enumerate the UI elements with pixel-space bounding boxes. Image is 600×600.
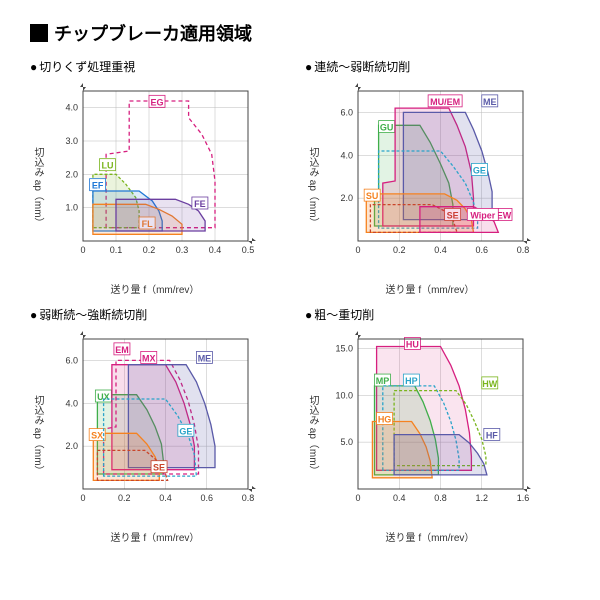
svg-text:0.4: 0.4 <box>434 245 447 255</box>
svg-text:4.0: 4.0 <box>340 150 353 160</box>
chart-svg: 00.10.20.30.40.51.02.03.04.0EGLUEFFLFE <box>45 79 265 279</box>
svg-text:EG: EG <box>150 97 163 107</box>
svg-text:HP: HP <box>405 376 418 386</box>
svg-text:0.1: 0.1 <box>110 245 123 255</box>
svg-text:3.0: 3.0 <box>65 136 78 146</box>
svg-text:5.0: 5.0 <box>340 437 353 447</box>
chart-grid: 切りくず処理重視切込み ap（mm）00.10.20.30.40.51.02.0… <box>30 58 570 544</box>
page-title: チップブレーカ適用領域 <box>30 20 570 46</box>
svg-text:0.8: 0.8 <box>517 245 530 255</box>
title-text: チップブレーカ適用領域 <box>54 20 252 46</box>
svg-text:0.2: 0.2 <box>118 493 131 503</box>
svg-text:2.0: 2.0 <box>65 441 78 451</box>
svg-text:MU/EM: MU/EM <box>430 97 460 107</box>
svg-text:SX: SX <box>91 431 103 441</box>
svg-text:4.0: 4.0 <box>65 398 78 408</box>
svg-text:6.0: 6.0 <box>65 355 78 365</box>
panel-title: 切りくず処理重視 <box>30 58 295 75</box>
chart-panel: 粗～重切削切込み ap（mm） 0 0.4 0.8 1.2 1.6 5.0 10.0 15.0 H… <box>305 306 570 544</box>
svg-text:HW: HW <box>482 379 497 389</box>
svg-text:0: 0 <box>355 245 360 255</box>
title-square <box>30 24 48 42</box>
svg-text:2.0: 2.0 <box>65 169 78 179</box>
chart-svg: 0 0.4 0.8 1.2 1.6 5.0 10.0 15.0 HU MP HP HW HG HF <box>320 327 540 527</box>
svg-text:0: 0 <box>80 245 85 255</box>
svg-text:1.6: 1.6 <box>517 493 530 503</box>
svg-text:ME: ME <box>483 97 497 107</box>
svg-text:1.2: 1.2 <box>475 493 488 503</box>
svg-text:0.8: 0.8 <box>242 493 255 503</box>
svg-text:MX: MX <box>142 353 156 363</box>
svg-text:0.4: 0.4 <box>159 493 172 503</box>
svg-text:0.4: 0.4 <box>393 493 406 503</box>
svg-text:Wiper: Wiper <box>470 210 495 220</box>
svg-text:0.5: 0.5 <box>242 245 255 255</box>
panel-title: 粗～重切削 <box>305 306 570 323</box>
svg-text:SE: SE <box>153 463 165 473</box>
svg-text:GU: GU <box>380 123 394 133</box>
svg-text:0.6: 0.6 <box>200 493 213 503</box>
svg-text:HF: HF <box>486 430 498 440</box>
svg-text:0.8: 0.8 <box>434 493 447 503</box>
y-axis-label: 切込み ap（mm） <box>305 327 320 544</box>
svg-text:GE: GE <box>179 426 192 436</box>
panel-title: 弱断続～強断続切削 <box>30 306 295 323</box>
chart-svg: 00.20.40.60.82.04.06.0GUMU/EMMEGESUSESEW… <box>320 79 540 279</box>
x-axis-label: 送り量 f（mm/rev） <box>320 529 540 544</box>
svg-text:EM: EM <box>115 345 129 355</box>
chart-svg: 00.20.40.60.82.04.06.0UXEMMXMESXGESE <box>45 327 265 527</box>
svg-text:2.0: 2.0 <box>340 193 353 203</box>
svg-text:SU: SU <box>366 191 379 201</box>
svg-text:0.3: 0.3 <box>176 245 189 255</box>
region-hf <box>394 435 487 475</box>
x-axis-label: 送り量 f（mm/rev） <box>45 281 265 296</box>
svg-text:HG: HG <box>378 415 392 425</box>
svg-text:0.2: 0.2 <box>143 245 156 255</box>
svg-text:15.0: 15.0 <box>335 343 353 353</box>
panel-title: 連続～弱断続切削 <box>305 58 570 75</box>
svg-text:1.0: 1.0 <box>65 203 78 213</box>
svg-text:MP: MP <box>376 376 390 386</box>
y-axis-label: 切込み ap（mm） <box>30 327 45 544</box>
x-axis-label: 送り量 f（mm/rev） <box>320 281 540 296</box>
svg-text:6.0: 6.0 <box>340 107 353 117</box>
svg-text:EF: EF <box>92 181 104 191</box>
x-axis-label: 送り量 f（mm/rev） <box>45 529 265 544</box>
chart-panel: 弱断続～強断続切削切込み ap（mm） 0 0.2 0.4 0.6 0.8 2.0 4.0 6.… <box>30 306 295 544</box>
svg-text:0.4: 0.4 <box>209 245 222 255</box>
svg-text:10.0: 10.0 <box>335 390 353 400</box>
svg-text:0.6: 0.6 <box>475 245 488 255</box>
chart-panel: 切りくず処理重視切込み ap（mm） 0 0.1 0.2 0.3 0.4 0.5 1.0 2.0… <box>30 58 295 296</box>
svg-text:0.2: 0.2 <box>393 245 406 255</box>
y-axis-label: 切込み ap（mm） <box>30 79 45 296</box>
svg-text:0: 0 <box>80 493 85 503</box>
svg-text:4.0: 4.0 <box>65 103 78 113</box>
svg-text:HU: HU <box>406 340 419 350</box>
svg-text:FE: FE <box>194 199 206 209</box>
chart-panel: 連続～弱断続切削切込み ap（mm） 0 0.2 0.4 0.6 0.8 2.0 4.0 6.0… <box>305 58 570 296</box>
svg-text:LU: LU <box>102 161 114 171</box>
svg-text:0: 0 <box>355 493 360 503</box>
svg-text:ME: ME <box>198 353 212 363</box>
y-axis-label: 切込み ap（mm） <box>305 79 320 296</box>
svg-text:GE: GE <box>473 165 486 175</box>
